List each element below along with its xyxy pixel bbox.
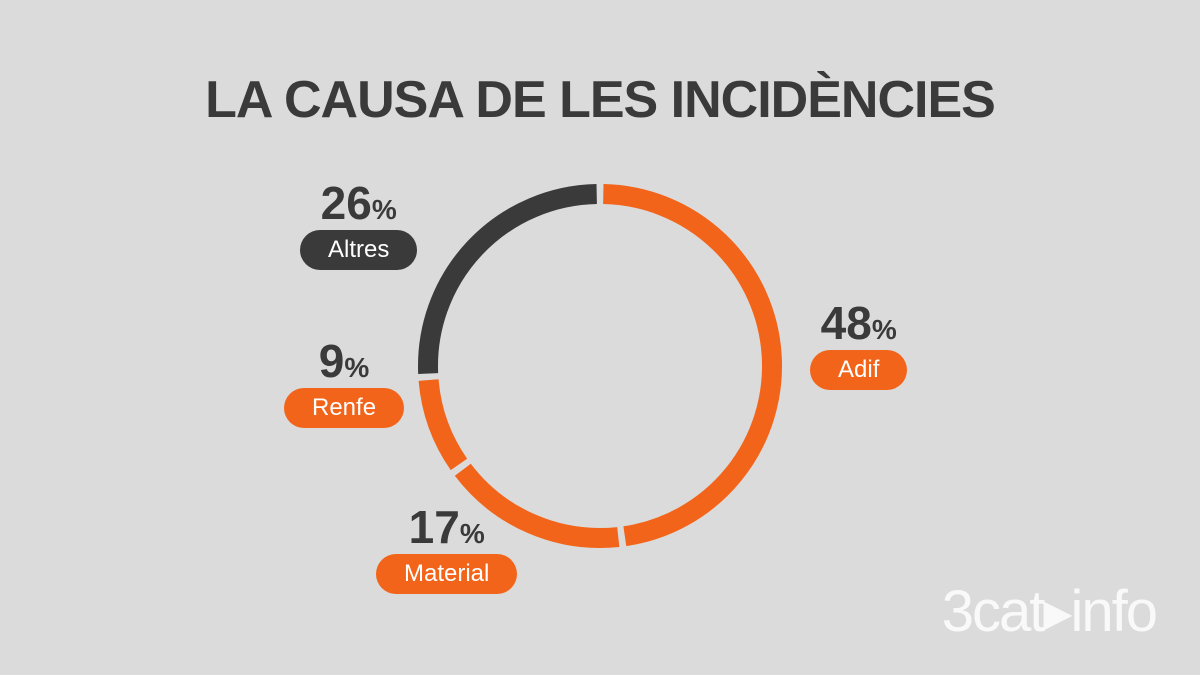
slice-category-pill: Renfe bbox=[284, 388, 405, 428]
percent-sign: % bbox=[459, 518, 485, 549]
slice-value: 48 bbox=[820, 297, 872, 349]
slice-value: 17 bbox=[408, 501, 460, 553]
slice-category-pill: Material bbox=[376, 554, 518, 594]
brand-logo: 3cat▸info bbox=[941, 579, 1158, 644]
slice-category-pill: Altres bbox=[300, 230, 418, 270]
slice-value: 9 bbox=[318, 335, 345, 387]
percent-sign: % bbox=[371, 194, 397, 225]
slice-label-altres: 26% Altres bbox=[300, 177, 418, 270]
donut-slice-altres bbox=[418, 184, 597, 374]
percent-sign: % bbox=[871, 314, 897, 345]
chart-title: LA CAUSA DE LES INCIDÈNCIES bbox=[205, 71, 996, 129]
slice-value: 26 bbox=[320, 177, 372, 229]
donut-slice-renfe bbox=[418, 379, 468, 471]
donut-slice-adif bbox=[603, 184, 782, 547]
donut-slice-material bbox=[454, 463, 620, 548]
percent-sign: % bbox=[344, 352, 370, 383]
slice-label-renfe: 9% Renfe bbox=[284, 335, 405, 428]
slice-label-adif: 48% Adif bbox=[810, 297, 908, 390]
slice-label-material: 17% Material bbox=[376, 501, 518, 594]
slice-category-pill: Adif bbox=[810, 350, 908, 390]
